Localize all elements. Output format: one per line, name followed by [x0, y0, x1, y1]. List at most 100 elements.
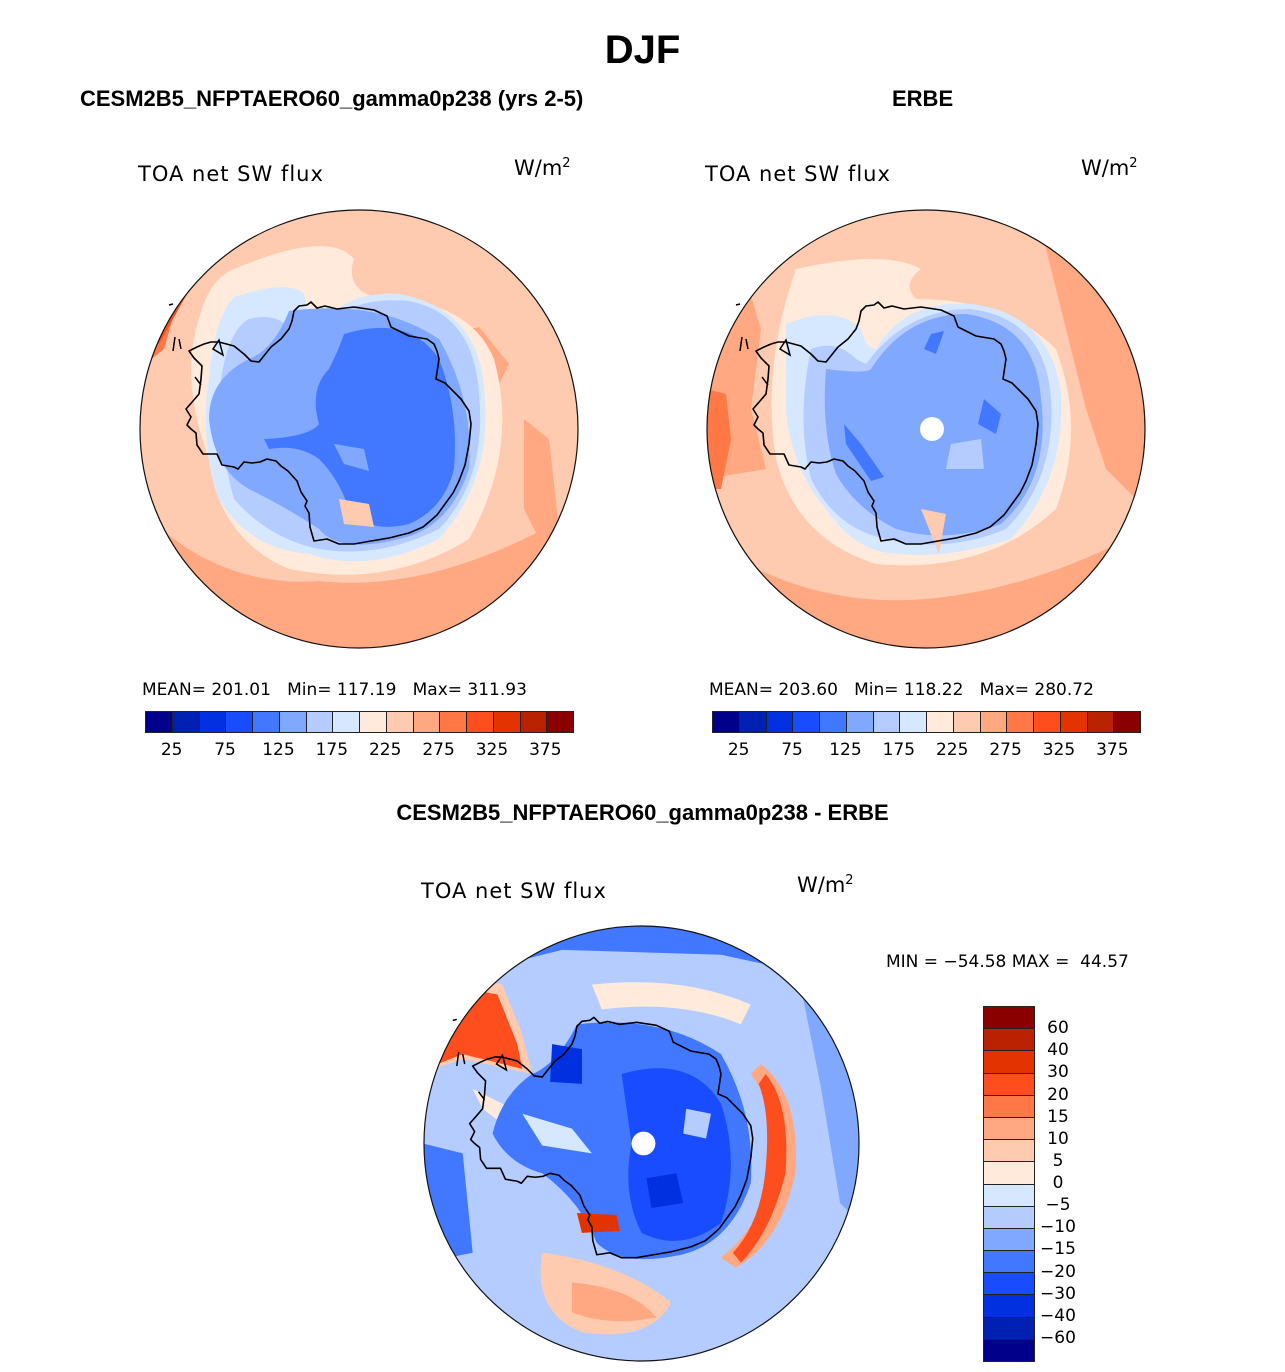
- colorbar-tick-label: −30: [1040, 1283, 1076, 1304]
- contour-region-high-positive: [732, 1073, 787, 1263]
- polar-map-model: [139, 209, 579, 649]
- contour-fill-group: [707, 210, 1145, 648]
- contour-region-high-positive: [576, 1213, 620, 1233]
- units-text: W/m: [514, 156, 563, 180]
- variable-label-diff: TOA net SW flux: [421, 879, 607, 903]
- colorbar-ticks-obs: 25 75 125 175 225 275 325 375: [712, 740, 1139, 762]
- colorbar-swatch: [984, 1184, 1034, 1207]
- colorbar-swatch: [984, 1206, 1034, 1229]
- colorbar-swatch: [766, 712, 794, 732]
- units-text: W/m: [797, 873, 846, 897]
- island-outlines: [168, 303, 225, 386]
- missing-data-pole: [631, 1131, 656, 1156]
- panel-title-diff: CESM2B5_NFPTAERO60_gamma0p238 - ERBE: [396, 800, 889, 825]
- colorbar-tick-label: 325: [475, 740, 509, 760]
- units-label-diff: W/m2: [797, 873, 854, 897]
- colorbar-swatch: [440, 712, 467, 732]
- map-boundary-circle: [423, 925, 860, 1362]
- colorbar-tick-label: 275: [422, 740, 455, 760]
- colorbar-tick-label: 25: [160, 740, 183, 760]
- colorbar-tick-label: 325: [1042, 740, 1076, 760]
- contour-fill-group: [140, 210, 578, 648]
- colorbar-model: [145, 711, 574, 733]
- colorbar-tick-label: −15: [1040, 1239, 1076, 1260]
- contour-region-positive: [571, 1282, 657, 1322]
- colorbar-tick-label: 175: [882, 740, 916, 760]
- figure-title: DJF: [604, 28, 681, 72]
- colorbar-swatch: [984, 1228, 1034, 1252]
- colorbar-swatch: [520, 712, 548, 732]
- units-label-model: W/m2: [514, 156, 571, 180]
- colorbar-tick-label: −60: [1040, 1327, 1076, 1348]
- colorbar-swatch: [172, 712, 200, 732]
- colorbar-swatch: [306, 712, 334, 732]
- colorbar-diff: [983, 1006, 1035, 1362]
- colorbar-tick-label: 75: [781, 740, 803, 760]
- colorbar-tick-label: 225: [935, 740, 969, 760]
- colorbar-swatch: [984, 1117, 1034, 1141]
- colorbar-swatch: [984, 1007, 1034, 1030]
- colorbar-tick-label: 60: [1047, 1018, 1069, 1039]
- colorbar-swatch: [1060, 712, 1088, 732]
- colorbar-swatch: [984, 1251, 1034, 1274]
- contour-region-positive: [591, 982, 751, 1025]
- colorbar-tick-label: 0: [1052, 1173, 1064, 1193]
- colorbar-swatch: [984, 1073, 1034, 1096]
- island-outlines: [452, 1018, 508, 1101]
- polar-map-obs: [706, 209, 1146, 649]
- colorbar-swatch: [927, 712, 954, 732]
- colorbar-tick-label: 10: [1047, 1128, 1069, 1149]
- colorbar-swatch: [713, 712, 740, 732]
- colorbar-tick-label: 15: [1047, 1106, 1069, 1127]
- colorbar-swatch: [386, 712, 414, 732]
- colorbar-swatch: [146, 712, 173, 732]
- antarctica-coastline: [185, 301, 472, 545]
- colorbar-swatch: [1087, 712, 1115, 732]
- colorbar-tick-label: 40: [1047, 1040, 1069, 1061]
- colorbar-tick-label: 225: [368, 740, 402, 760]
- colorbar-swatch: [984, 1317, 1034, 1340]
- colorbar-swatch: [493, 712, 521, 732]
- colorbar-tick-label: −20: [1040, 1261, 1076, 1282]
- colorbar-swatch: [253, 712, 280, 732]
- units-superscript: 2: [562, 156, 571, 171]
- colorbar-swatch: [984, 1295, 1034, 1318]
- colorbar-swatch: [984, 1029, 1034, 1052]
- colorbar-swatch: [984, 1095, 1034, 1118]
- colorbar-tick-label: −10: [1040, 1217, 1076, 1238]
- contour-region-low: [946, 439, 984, 469]
- polar-map-diff: [423, 925, 860, 1362]
- contour-region-min: [924, 331, 944, 354]
- colorbar-tick-label: −40: [1040, 1305, 1076, 1326]
- colorbar-ticks-model: 25 75 125 175 225 275 325 375: [145, 740, 572, 762]
- colorbar-tick-label: 125: [829, 740, 862, 760]
- variable-label-obs: TOA net SW flux: [705, 162, 891, 186]
- colorbar-tick-label: 5: [1052, 1150, 1064, 1171]
- contour-region-max: [707, 389, 731, 489]
- units-superscript: 2: [845, 873, 854, 888]
- colorbar-swatch: [953, 712, 981, 732]
- antarctica-coastline: [468, 1016, 754, 1259]
- contour-region-low: [334, 444, 369, 471]
- colorbar-tick-label: 125: [262, 740, 295, 760]
- contour-region-strong-negative: [621, 1068, 731, 1241]
- colorbar-tick-label: 20: [1047, 1084, 1069, 1105]
- colorbar-swatch: [793, 712, 820, 732]
- colorbar-tick-label: 30: [1047, 1062, 1069, 1083]
- units-text: W/m: [1081, 156, 1130, 180]
- antarctica-coastline: [752, 301, 1039, 545]
- contour-region-near-zero: [683, 1108, 712, 1139]
- contour-region-min: [978, 399, 1001, 434]
- colorbar-swatch: [984, 1051, 1034, 1074]
- colorbar-ticks-diff: 60 40 30 20 15 10 5 0 −5 −10 −15 −20 −30 −40 −60: [1040, 1006, 1076, 1360]
- colorbar-tick-label: 175: [315, 740, 349, 760]
- stats-model: MEAN= 201.01 Min= 117.19 Max= 311.93: [142, 680, 527, 700]
- colorbar-obs: [712, 711, 1141, 733]
- units-superscript: 2: [1129, 156, 1138, 171]
- colorbar-swatch: [846, 712, 874, 732]
- panel-title-obs: ERBE: [892, 86, 954, 111]
- colorbar-swatch: [1007, 712, 1034, 732]
- colorbar-tick-label: −5: [1045, 1195, 1071, 1216]
- colorbar-swatch: [226, 712, 253, 732]
- colorbar-swatch: [333, 712, 360, 732]
